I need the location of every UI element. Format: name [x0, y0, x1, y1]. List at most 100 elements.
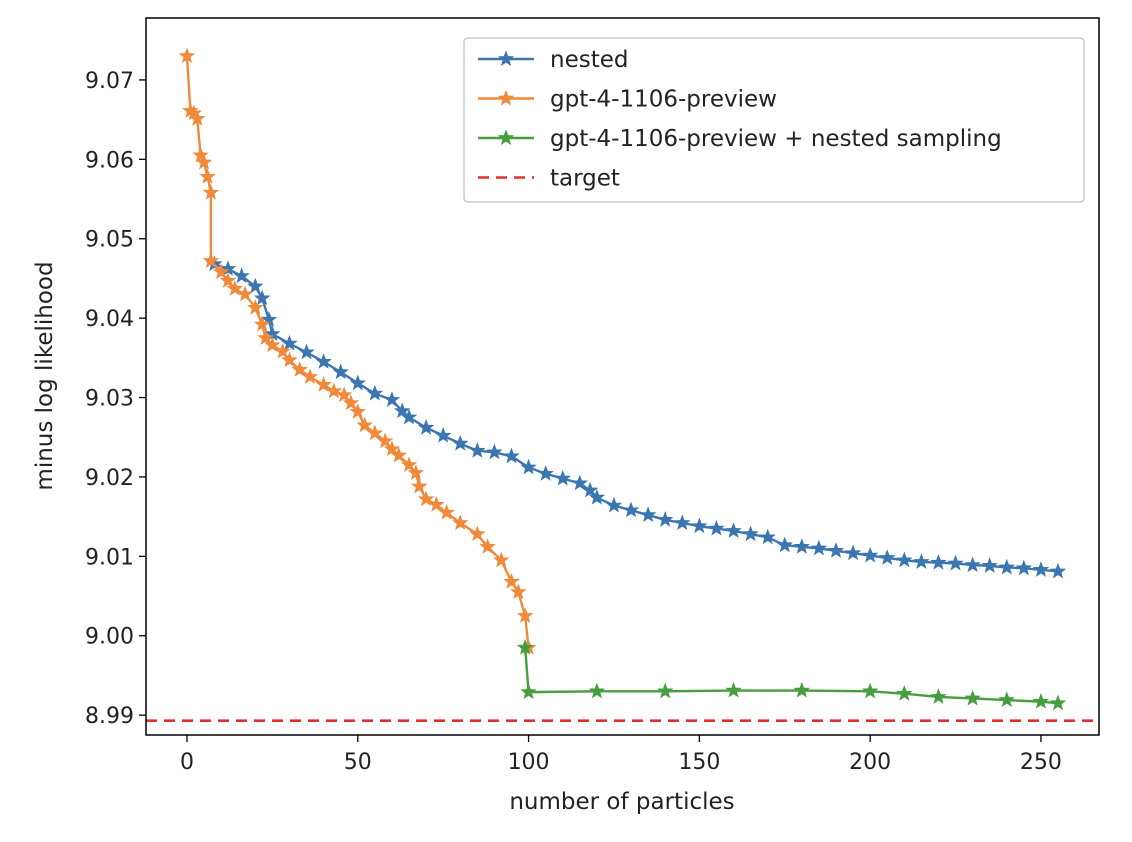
- legend-entry: target: [478, 166, 620, 192]
- data-point: [581, 481, 599, 498]
- data-point: [708, 519, 725, 536]
- data-point: [400, 408, 418, 425]
- data-point: [452, 434, 469, 451]
- data-point: [554, 469, 571, 486]
- data-point: [349, 374, 366, 391]
- x-tick-label: 50: [344, 750, 372, 775]
- data-point: [1049, 562, 1067, 579]
- data-point: [1032, 693, 1050, 709]
- data-point: [639, 506, 657, 523]
- x-axis-ticks: 0 50 100 150 200 250: [180, 735, 1062, 775]
- data-point: [998, 558, 1015, 575]
- data-point: [257, 329, 274, 345]
- data-point: [202, 252, 220, 268]
- data-point: [407, 464, 425, 480]
- data-point: [195, 153, 213, 170]
- legend-label: gpt-4-1106-preview + nested sampling: [550, 126, 1002, 152]
- data-point: [537, 465, 554, 481]
- series-line: [523, 647, 1059, 705]
- series-nested: [206, 255, 1067, 579]
- data-point: [417, 490, 435, 507]
- data-point: [793, 538, 811, 554]
- data-point: [930, 554, 947, 570]
- data-point: [438, 504, 455, 520]
- data-point: [315, 376, 332, 392]
- series-gpt-4-1106-preview: [178, 47, 537, 655]
- data-point: [605, 496, 623, 513]
- data-point: [776, 536, 793, 553]
- data-point: [219, 272, 237, 288]
- data-point: [349, 403, 366, 419]
- y-tick-label: 9.05: [85, 228, 134, 253]
- data-point: [390, 446, 407, 463]
- legend-marker: [497, 129, 515, 145]
- data-point: [236, 285, 254, 302]
- data-point: [479, 538, 496, 554]
- data-point: [189, 110, 206, 126]
- data-point: [691, 517, 708, 534]
- y-axis-ticks: 8.99 9.00 9.01 9.02 9.03 9.04 9.05 9.06 9.07: [85, 69, 146, 729]
- data-point: [332, 363, 349, 380]
- data-point: [434, 427, 452, 443]
- legend-entry: nested: [478, 47, 628, 73]
- data-point: [520, 458, 537, 475]
- x-tick-label: 100: [508, 750, 550, 775]
- legend-label: gpt-4-1106-preview: [550, 87, 777, 113]
- data-point: [844, 544, 862, 561]
- data-point: [383, 391, 401, 407]
- y-tick-label: 9.02: [85, 466, 134, 491]
- data-point: [247, 299, 264, 315]
- data-point: [301, 368, 319, 384]
- data-point: [656, 511, 674, 527]
- data-point: [503, 573, 520, 589]
- legend-marker: [497, 50, 515, 66]
- data-point: [930, 688, 947, 704]
- data-point: [725, 522, 742, 538]
- data-point: [793, 681, 811, 698]
- y-tick-label: 9.00: [85, 625, 134, 650]
- data-point: [428, 496, 445, 512]
- data-point: [366, 384, 384, 401]
- data-point: [810, 539, 828, 556]
- data-point: [510, 583, 527, 600]
- series-gpt-4-1106-preview-nested-sampling: [516, 639, 1067, 711]
- data-point: [588, 682, 606, 699]
- data-point: [725, 681, 742, 698]
- data-point: [827, 542, 845, 558]
- x-tick-label: 200: [849, 750, 891, 775]
- data-point: [452, 514, 469, 530]
- axes-frame: [145, 17, 1100, 736]
- data-point: [281, 334, 298, 351]
- data-point: [202, 184, 220, 200]
- data-point: [264, 336, 281, 353]
- x-tick-label: 150: [678, 750, 720, 775]
- data-point: [520, 683, 537, 700]
- legend: nested gpt-4-1106-preview gpt-4-1106-previ…: [463, 37, 1085, 203]
- data-point: [516, 607, 534, 623]
- data-point: [964, 689, 981, 706]
- data-point: [998, 691, 1015, 708]
- data-point: [291, 361, 308, 377]
- data-point: [233, 267, 250, 284]
- legend-entry: gpt-4-1106-preview: [478, 87, 777, 113]
- y-tick-label: 9.01: [85, 545, 134, 570]
- data-point: [417, 419, 435, 435]
- data-point: [516, 639, 534, 655]
- data-point: [1015, 559, 1033, 576]
- y-tick-label: 9.04: [85, 307, 134, 332]
- data-point: [861, 546, 879, 563]
- data-point: [356, 416, 373, 433]
- data-point: [178, 47, 196, 64]
- data-point: [192, 146, 209, 163]
- data-point: [281, 351, 298, 368]
- data-point: [376, 432, 394, 449]
- data-point: [383, 440, 401, 457]
- data-point: [325, 382, 343, 399]
- data-point: [896, 551, 913, 568]
- legend-label: nested: [550, 47, 628, 73]
- data-point: [486, 443, 503, 460]
- data-point: [199, 168, 216, 184]
- axes: 0 50 100 150 200 250 8.99 9.00 9.01 9.02 9.03 9.04…: [32, 17, 1100, 815]
- data-point: [411, 477, 428, 494]
